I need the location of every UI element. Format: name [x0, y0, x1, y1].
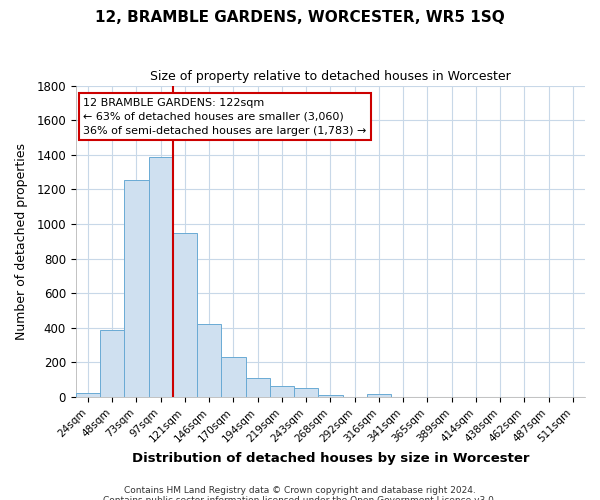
- Text: Contains HM Land Registry data © Crown copyright and database right 2024.: Contains HM Land Registry data © Crown c…: [124, 486, 476, 495]
- Title: Size of property relative to detached houses in Worcester: Size of property relative to detached ho…: [150, 70, 511, 83]
- Text: 12 BRAMBLE GARDENS: 122sqm
← 63% of detached houses are smaller (3,060)
36% of s: 12 BRAMBLE GARDENS: 122sqm ← 63% of deta…: [83, 98, 367, 136]
- Bar: [270, 386, 294, 397]
- Bar: [221, 358, 245, 397]
- Y-axis label: Number of detached properties: Number of detached properties: [15, 143, 28, 340]
- Bar: [100, 330, 124, 397]
- Bar: [76, 393, 100, 397]
- Text: 12, BRAMBLE GARDENS, WORCESTER, WR5 1SQ: 12, BRAMBLE GARDENS, WORCESTER, WR5 1SQ: [95, 10, 505, 25]
- Bar: [197, 324, 221, 397]
- Bar: [294, 388, 318, 397]
- Text: Contains public sector information licensed under the Open Government Licence v3: Contains public sector information licen…: [103, 496, 497, 500]
- Bar: [149, 156, 173, 397]
- X-axis label: Distribution of detached houses by size in Worcester: Distribution of detached houses by size …: [131, 452, 529, 465]
- Bar: [124, 180, 149, 397]
- Bar: [245, 378, 270, 397]
- Bar: [173, 232, 197, 397]
- Bar: [318, 396, 343, 397]
- Bar: [367, 394, 391, 397]
